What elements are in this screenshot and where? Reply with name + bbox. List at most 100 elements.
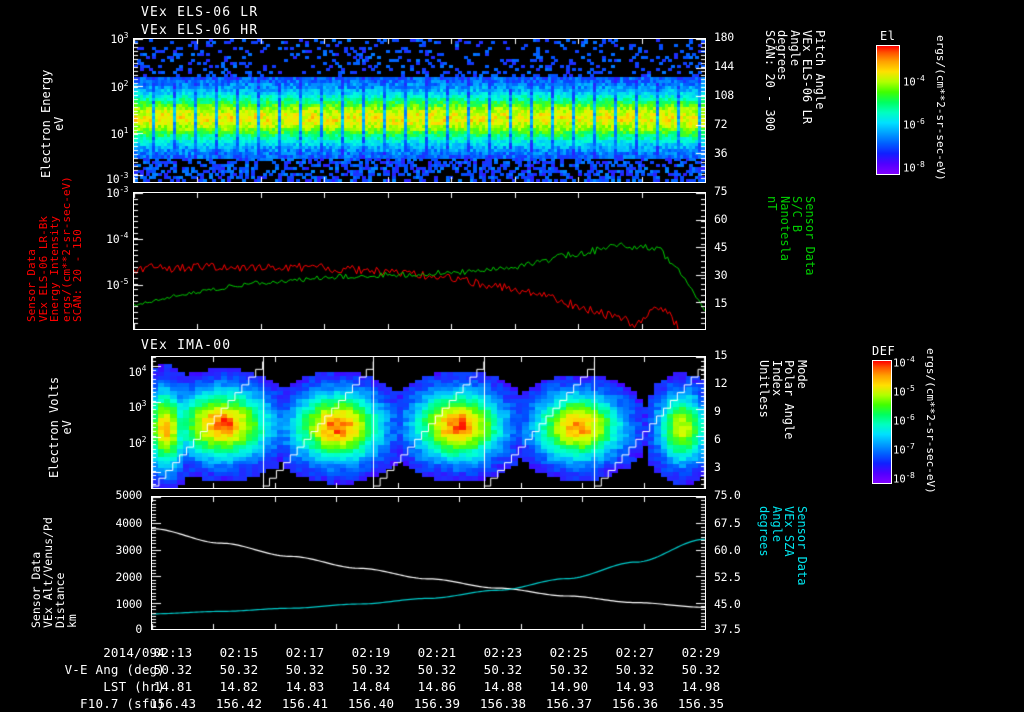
table-row: V-E Ang (deg) 50.32 50.32 50.32 50.32 50… (0, 661, 1024, 678)
panel1-left-axis-title-line2: eV (51, 116, 66, 132)
panel1-plot-area[interactable] (133, 38, 706, 183)
table-cell-0-8: 02:29 (681, 645, 721, 660)
panel2-plot-area[interactable] (133, 192, 706, 330)
table-cell-3-5: 156.38 (479, 696, 527, 711)
panel3-ytick-1: 103 (128, 399, 146, 414)
panel3-ytick-2-exp: 2 (141, 435, 147, 444)
panel2-ytick-0-exp: -3 (119, 185, 128, 194)
panel1-colorbar-unit: ergs/(cm**2-sr-sec-eV) (934, 35, 947, 181)
panel3-title: VEx IMA-00 (141, 338, 232, 353)
table-cell-1-1: 50.32 (219, 662, 259, 677)
table-cell-3-3: 156.40 (347, 696, 395, 711)
panel1-title-hr: VEx ELS-06 HR (141, 23, 259, 38)
panel4-plot-area[interactable] (151, 496, 706, 630)
panel3-y2tick-2: 9 (714, 404, 721, 418)
table-row: LST (hr) 14.81 14.82 14.83 14.84 14.86 1… (0, 678, 1024, 695)
panel3-colorbar-label: DEF (872, 344, 896, 358)
table-cell-2-4: 14.86 (417, 679, 457, 694)
panel3-right-axis-title-line4: Unitless (757, 360, 772, 418)
table-row-label-1: V-E Ang (deg) (64, 662, 165, 677)
panel4-ytick-1: 4000 (115, 516, 143, 530)
table-cell-3-6: 156.37 (545, 696, 593, 711)
panel4-right-axis-title-line2: VEx SZA (782, 506, 797, 557)
panel4-right-axis-title-line4: degrees (757, 506, 772, 557)
panel3-colorbar-tick-0: 10-4 (893, 355, 915, 370)
table-cell-1-7: 50.32 (615, 662, 655, 677)
panel3-ytick-0: 104 (128, 364, 147, 379)
panel1-ytick-3-exp: -3 (119, 171, 128, 180)
table-cell-1-4: 50.32 (417, 662, 457, 677)
panel2-y2tick-0: 75 (714, 184, 728, 198)
panel1-colorbar-tick-1: 10-6 (903, 117, 925, 132)
panel2-left-axis-title-line3: Energy Intensity (48, 216, 62, 322)
panel4-ytick-3: 2000 (115, 570, 143, 584)
panel3-colorbar-unit: ergs/(cm**2-sr-sec-eV) (924, 348, 937, 494)
table-cell-0-4: 02:21 (417, 645, 457, 660)
panel3-right-axis-title: Mode Polar Angle Index Unitless (757, 360, 809, 440)
panel1-colorbar-tick-2-exp: -8 (915, 160, 925, 169)
panel1-left-axis-title: Electron Energy eV (39, 70, 66, 178)
panel1-colorbar-label: El (880, 29, 896, 43)
table-cell-2-6: 14.90 (549, 679, 589, 694)
panel1-ytick-1: 102 (110, 79, 129, 94)
panel3-ytick-0-exp: 4 (141, 364, 147, 373)
panel3-right-axis-title-line1: Mode (795, 360, 809, 389)
panel4-left-axis-title: Sensor Data VEx Alt/Venus/Pd Distance km (29, 517, 79, 628)
table-row: F10.7 (sfu) 156.43 156.42 156.41 156.40 … (0, 695, 1024, 712)
panel2-ytick-1-exp: -4 (119, 231, 128, 240)
panel3-plot-area[interactable] (151, 356, 706, 489)
table-cell-2-0: 14.81 (153, 679, 193, 694)
panel4-right-axis-title-line3: Angle (769, 506, 784, 543)
table-cell-2-7: 14.93 (615, 679, 655, 694)
panel3-y2tick-3: 6 (714, 432, 721, 446)
panel3-right-axis-title-line2: Polar Angle (782, 360, 797, 440)
panel1-ytick-3: 10-3 (106, 171, 128, 186)
panel4-left-axis-title-line3: Distance (53, 572, 68, 628)
panel4-ytick-5: 0 (135, 622, 142, 636)
panel4-y2tick-5: 37.5 (714, 622, 741, 636)
table-cell-1-0: 50.32 (153, 662, 193, 677)
panel1-colorbar-gradient (876, 45, 900, 175)
panel1-right-axis-title-line3: Angle (787, 30, 802, 67)
panel4-y2tick-4: 45.0 (714, 597, 741, 611)
panel2-right-axis-title-line4: nT (765, 196, 780, 211)
panel3-y2tick-1: 12 (714, 376, 728, 390)
table-cell-1-5: 50.32 (483, 662, 523, 677)
panel1-colorbar-tick-0: 10-4 (903, 74, 925, 89)
panel3-colorbar-tick-1: 10-5 (893, 384, 915, 399)
table-cell-2-5: 14.88 (483, 679, 523, 694)
panel2-ytick-1: 10-4 (106, 231, 128, 246)
table-cell-3-2: 156.41 (281, 696, 329, 711)
bottom-table: 2014/094 02:13 02:15 02:17 02:19 02:21 0… (0, 644, 1024, 711)
panel1-y2tick-3: 72 (714, 117, 728, 131)
table-cell-1-2: 50.32 (285, 662, 325, 677)
table-cell-1-6: 50.32 (549, 662, 589, 677)
panel1-colorbar-tick-1-exp: -6 (915, 117, 925, 126)
panel2-y2tick-1: 60 (714, 212, 728, 226)
table-row-label-3: F10.7 (sfu) (80, 696, 165, 711)
panel1-right-axis-title-line5: SCAN: 20 - 300 (762, 30, 777, 132)
panel4-y2tick-1: 67.5 (714, 516, 741, 530)
table-cell-3-1: 156.42 (215, 696, 263, 711)
panel1-ytick-1-exp: 2 (123, 79, 129, 88)
panel4-right-axis-title: Sensor Data VEx SZA Angle degrees (757, 506, 809, 585)
table-cell-0-0: 02:13 (153, 645, 193, 660)
panel2-left-axis-title: Sensor Data VEx ELS-06 LR-Bk Energy Inte… (25, 176, 84, 322)
panel3-colorbar-tick-3: 10-7 (893, 442, 915, 457)
table-cell-3-4: 156.39 (413, 696, 461, 711)
panel2-left-axis-title-line1: Sensor Data (25, 249, 38, 322)
panel1-title-lr: VEx ELS-06 LR (141, 5, 259, 20)
panel1-ytick-2-exp: 1 (123, 126, 129, 135)
panel2-ytick-2-exp: -5 (119, 277, 128, 286)
panel1-ytick-2: 101 (110, 126, 129, 141)
panel2-y2tick-2: 45 (714, 240, 728, 254)
table-cell-2-1: 14.82 (219, 679, 259, 694)
panel3-colorbar-tick-3-exp: -7 (905, 442, 915, 451)
panel3-colorbar-gradient (872, 360, 892, 484)
table-cell-0-1: 02:15 (219, 645, 259, 660)
table-cell-2-8: 14.98 (681, 679, 721, 694)
table-cell-3-8: 156.35 (677, 696, 725, 711)
table-row-label-0: 2014/094 (103, 645, 165, 660)
panel3-right-axis-title-line3: Index (769, 360, 784, 397)
panel4-y2tick-0: 75.0 (714, 488, 741, 502)
